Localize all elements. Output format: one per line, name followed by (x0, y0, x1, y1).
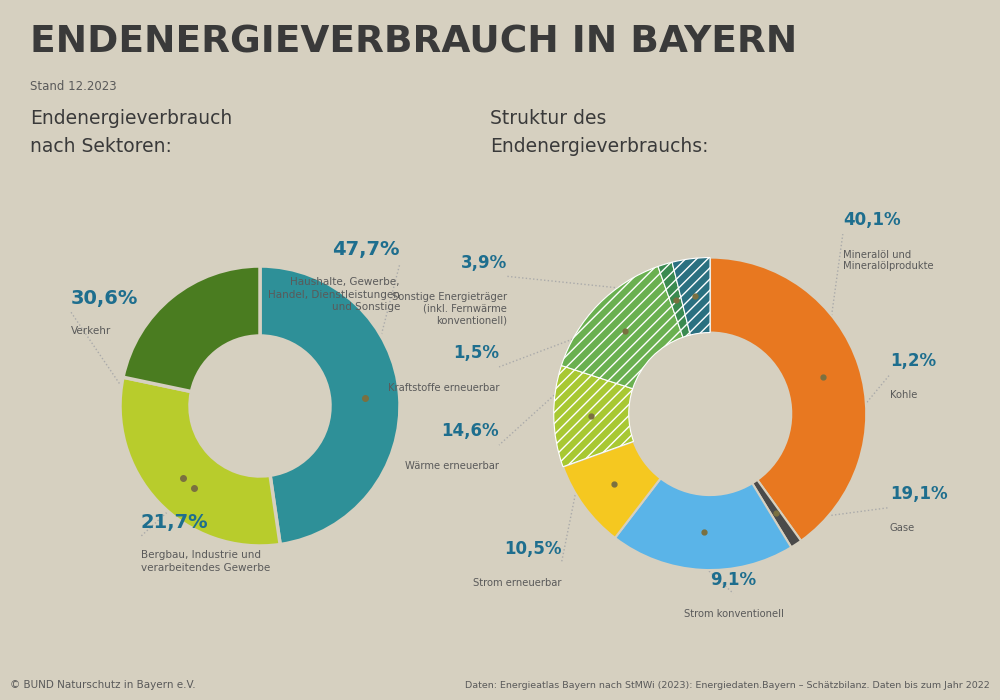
Wedge shape (120, 377, 280, 546)
Text: 10,5%: 10,5% (504, 540, 562, 558)
Text: 40,1%: 40,1% (843, 211, 900, 230)
Text: 14,6%: 14,6% (441, 422, 499, 440)
Text: Strom konventionell: Strom konventionell (684, 609, 783, 619)
Text: Mineralöl und
Mineralölprodukte: Mineralöl und Mineralölprodukte (843, 250, 933, 272)
Text: Struktur des: Struktur des (490, 108, 606, 127)
Text: © BUND Naturschutz in Bayern e.V.: © BUND Naturschutz in Bayern e.V. (10, 680, 196, 689)
Text: Daten: Energieatlas Bayern nach StMWi (2023): Energiedaten.Bayern – Schätzbilanz: Daten: Energieatlas Bayern nach StMWi (2… (465, 680, 990, 690)
Text: Endenergieverbrauchs:: Endenergieverbrauchs: (490, 136, 708, 155)
Text: 1,2%: 1,2% (890, 352, 936, 370)
Wedge shape (561, 267, 683, 388)
Text: nach Sektoren:: nach Sektoren: (30, 136, 172, 155)
Wedge shape (260, 266, 400, 545)
Wedge shape (615, 478, 791, 570)
Text: 21,7%: 21,7% (141, 513, 209, 532)
Wedge shape (672, 258, 710, 335)
Text: Stand 12.2023: Stand 12.2023 (30, 80, 117, 94)
Wedge shape (554, 365, 634, 467)
Text: Kohle: Kohle (890, 391, 917, 400)
Text: Sonstige Energieträger
(inkl. Fernwärme
konventionell): Sonstige Energieträger (inkl. Fernwärme … (392, 292, 507, 325)
Wedge shape (752, 480, 801, 547)
Text: 30,6%: 30,6% (71, 289, 138, 308)
Text: 9,1%: 9,1% (710, 570, 757, 589)
Text: 1,5%: 1,5% (453, 344, 499, 362)
Text: Endenergieverbrauch: Endenergieverbrauch (30, 108, 232, 127)
Text: 3,9%: 3,9% (461, 253, 507, 272)
Wedge shape (123, 266, 260, 391)
Text: Strom erneuerbar: Strom erneuerbar (473, 578, 562, 588)
Wedge shape (710, 258, 866, 541)
Wedge shape (658, 262, 690, 337)
Text: Haushalte, Gewerbe,
Handel, Dienstleistungen
und Sonstige: Haushalte, Gewerbe, Handel, Dienstleistu… (268, 277, 400, 312)
Text: Gase: Gase (890, 523, 915, 533)
Text: ENDENERGIEVERBRAUCH IN BAYERN: ENDENERGIEVERBRAUCH IN BAYERN (30, 25, 797, 60)
Text: Bergbau, Industrie und
verarbeitendes Gewerbe: Bergbau, Industrie und verarbeitendes Ge… (141, 550, 270, 573)
Text: 19,1%: 19,1% (890, 485, 947, 503)
Text: Verkehr: Verkehr (71, 326, 111, 336)
Text: Kraftstoffe erneuerbar: Kraftstoffe erneuerbar (388, 383, 499, 393)
Text: Wärme erneuerbar: Wärme erneuerbar (405, 461, 499, 470)
Text: 47,7%: 47,7% (332, 240, 400, 259)
Wedge shape (563, 441, 661, 538)
